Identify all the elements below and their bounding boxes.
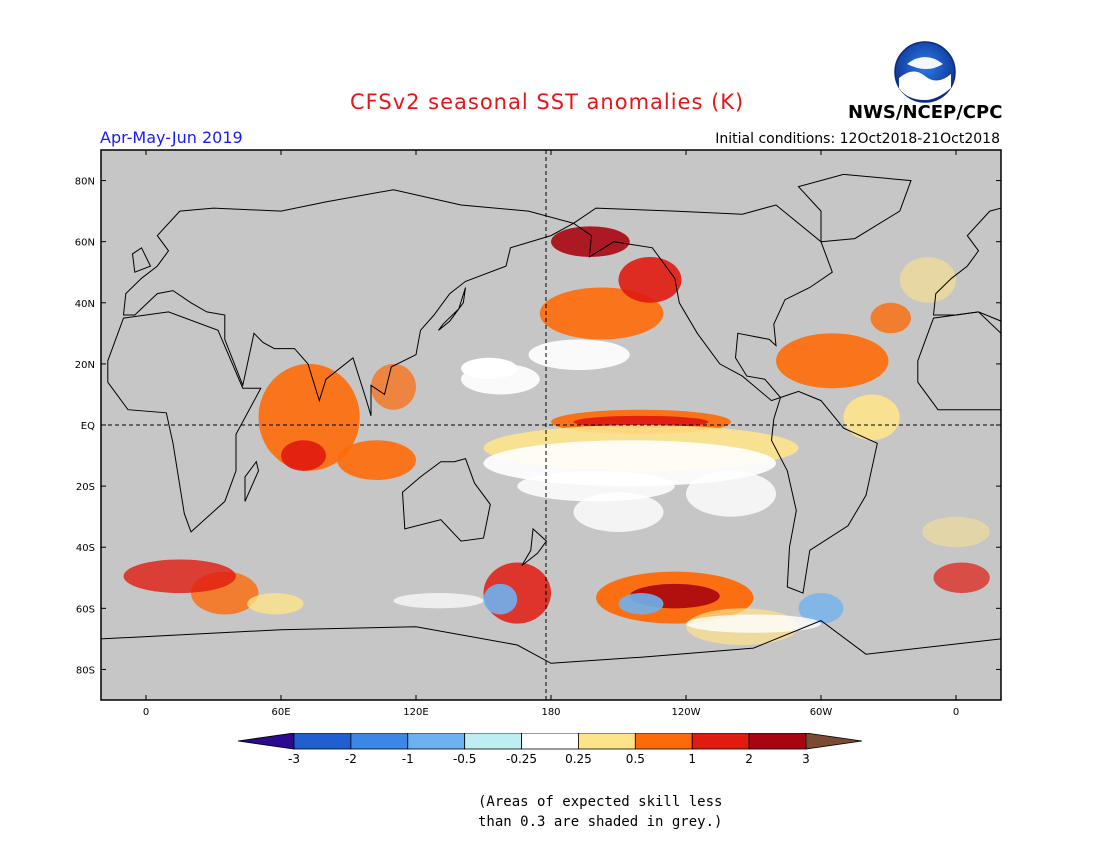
lon-label: 0 bbox=[953, 707, 959, 718]
anomaly-patch bbox=[618, 256, 682, 303]
colorbar-label: 0.5 bbox=[625, 752, 645, 766]
colorbar-label: -0.25 bbox=[506, 752, 538, 766]
colorbar-cell bbox=[691, 733, 750, 750]
colorbar-cell bbox=[578, 733, 636, 750]
coastline bbox=[797, 173, 912, 243]
colorbar-cell bbox=[407, 733, 466, 750]
colorbar-cell bbox=[350, 733, 409, 750]
lat-label: 20S bbox=[76, 482, 95, 493]
colorbar-label: -3 bbox=[288, 752, 300, 766]
anomaly-patch bbox=[686, 470, 776, 517]
coastline bbox=[131, 247, 152, 273]
anomaly-patch bbox=[573, 492, 664, 532]
coastline bbox=[770, 390, 878, 594]
anomaly-patch bbox=[123, 559, 236, 594]
lon-label: 120W bbox=[672, 707, 701, 718]
anomaly-patch bbox=[371, 363, 416, 410]
colorbar-label: 2 bbox=[745, 752, 753, 766]
anomaly-patch bbox=[870, 302, 911, 334]
lon-label: 180 bbox=[541, 707, 560, 718]
colorbar-label: -1 bbox=[401, 752, 414, 766]
colorbar-cell bbox=[805, 733, 862, 750]
colorbar-cell bbox=[521, 733, 579, 750]
map-title: CFSv2 seasonal SST anomalies (K) bbox=[350, 90, 745, 114]
lat-label: 40S bbox=[76, 543, 95, 554]
colorbar-cell bbox=[748, 733, 807, 750]
anomaly-patch bbox=[618, 593, 664, 615]
anomaly-patch bbox=[798, 593, 844, 624]
season-label: Apr-May-Jun 2019 bbox=[100, 128, 243, 147]
anomaly-patch bbox=[337, 440, 416, 480]
anomaly-shading bbox=[123, 226, 990, 646]
anomaly-patch bbox=[922, 516, 990, 548]
anomaly-patch bbox=[539, 287, 664, 340]
anomaly-patch bbox=[461, 363, 540, 395]
colorbar-cell bbox=[464, 733, 522, 750]
agency-label: NWS/NCEP/CPC bbox=[848, 102, 1003, 123]
anomaly-patch bbox=[776, 333, 889, 389]
anomaly-patch bbox=[258, 363, 360, 471]
coastline bbox=[438, 287, 466, 331]
colorbar-label: -0.5 bbox=[452, 752, 477, 766]
colorbar-cell bbox=[634, 733, 693, 750]
coastline bbox=[917, 311, 1001, 411]
lat-label: 60N bbox=[75, 238, 95, 249]
anomaly-patch bbox=[483, 583, 518, 615]
lon-label: 0 bbox=[143, 707, 149, 718]
colorbar-label: -2 bbox=[344, 752, 357, 766]
coastlines bbox=[101, 173, 1001, 700]
colorbar-label: 3 bbox=[802, 752, 810, 766]
lon-label: 120E bbox=[403, 707, 428, 718]
colorbar-label: 1 bbox=[688, 752, 697, 766]
anomaly-patch bbox=[899, 256, 956, 303]
colorbar-label: 0.25 bbox=[565, 752, 592, 766]
coastline bbox=[401, 457, 491, 542]
anomaly-patch bbox=[281, 440, 326, 471]
lon-label: 60E bbox=[271, 707, 290, 718]
anomaly-patch bbox=[528, 339, 630, 370]
lat-label: 80S bbox=[76, 665, 95, 676]
skill-note-line-2: than 0.3 are shaded in grey.) bbox=[478, 814, 723, 830]
colorbar-cell bbox=[293, 733, 352, 750]
anomaly-patch bbox=[686, 614, 821, 633]
initial-conditions-label: Initial conditions: 12Oct2018-21Oct2018 bbox=[715, 131, 1000, 147]
coastline bbox=[521, 527, 548, 566]
coastline bbox=[244, 460, 260, 502]
latitude-axis: 80N 60N 40N 20N EQ 20S 40S 60S 80S bbox=[75, 177, 1001, 676]
skill-note-line-1: (Areas of expected skill less bbox=[478, 794, 723, 810]
lat-label: 60S bbox=[76, 604, 95, 615]
noaa-logo-icon bbox=[894, 41, 956, 103]
lat-label: 20N bbox=[75, 360, 95, 371]
coastline bbox=[122, 189, 575, 416]
anomaly-patch bbox=[843, 394, 900, 441]
coastline bbox=[572, 204, 833, 402]
anomaly-patch bbox=[933, 562, 990, 594]
coastline bbox=[101, 620, 1001, 700]
lon-label: 60W bbox=[810, 707, 833, 718]
anomaly-patch bbox=[247, 593, 304, 615]
skill-note: (Areas of expected skill less than 0.3 a… bbox=[478, 792, 722, 832]
lat-label: EQ bbox=[81, 421, 95, 432]
lat-label: 80N bbox=[75, 177, 95, 188]
lat-label: 40N bbox=[75, 299, 95, 310]
coastline bbox=[107, 311, 262, 533]
colorbar bbox=[238, 733, 862, 750]
colorbar-cell bbox=[238, 733, 295, 750]
longitude-axis: 0 60E 120E 180 120W 60W 0 bbox=[143, 150, 959, 718]
anomaly-patch bbox=[393, 593, 484, 609]
